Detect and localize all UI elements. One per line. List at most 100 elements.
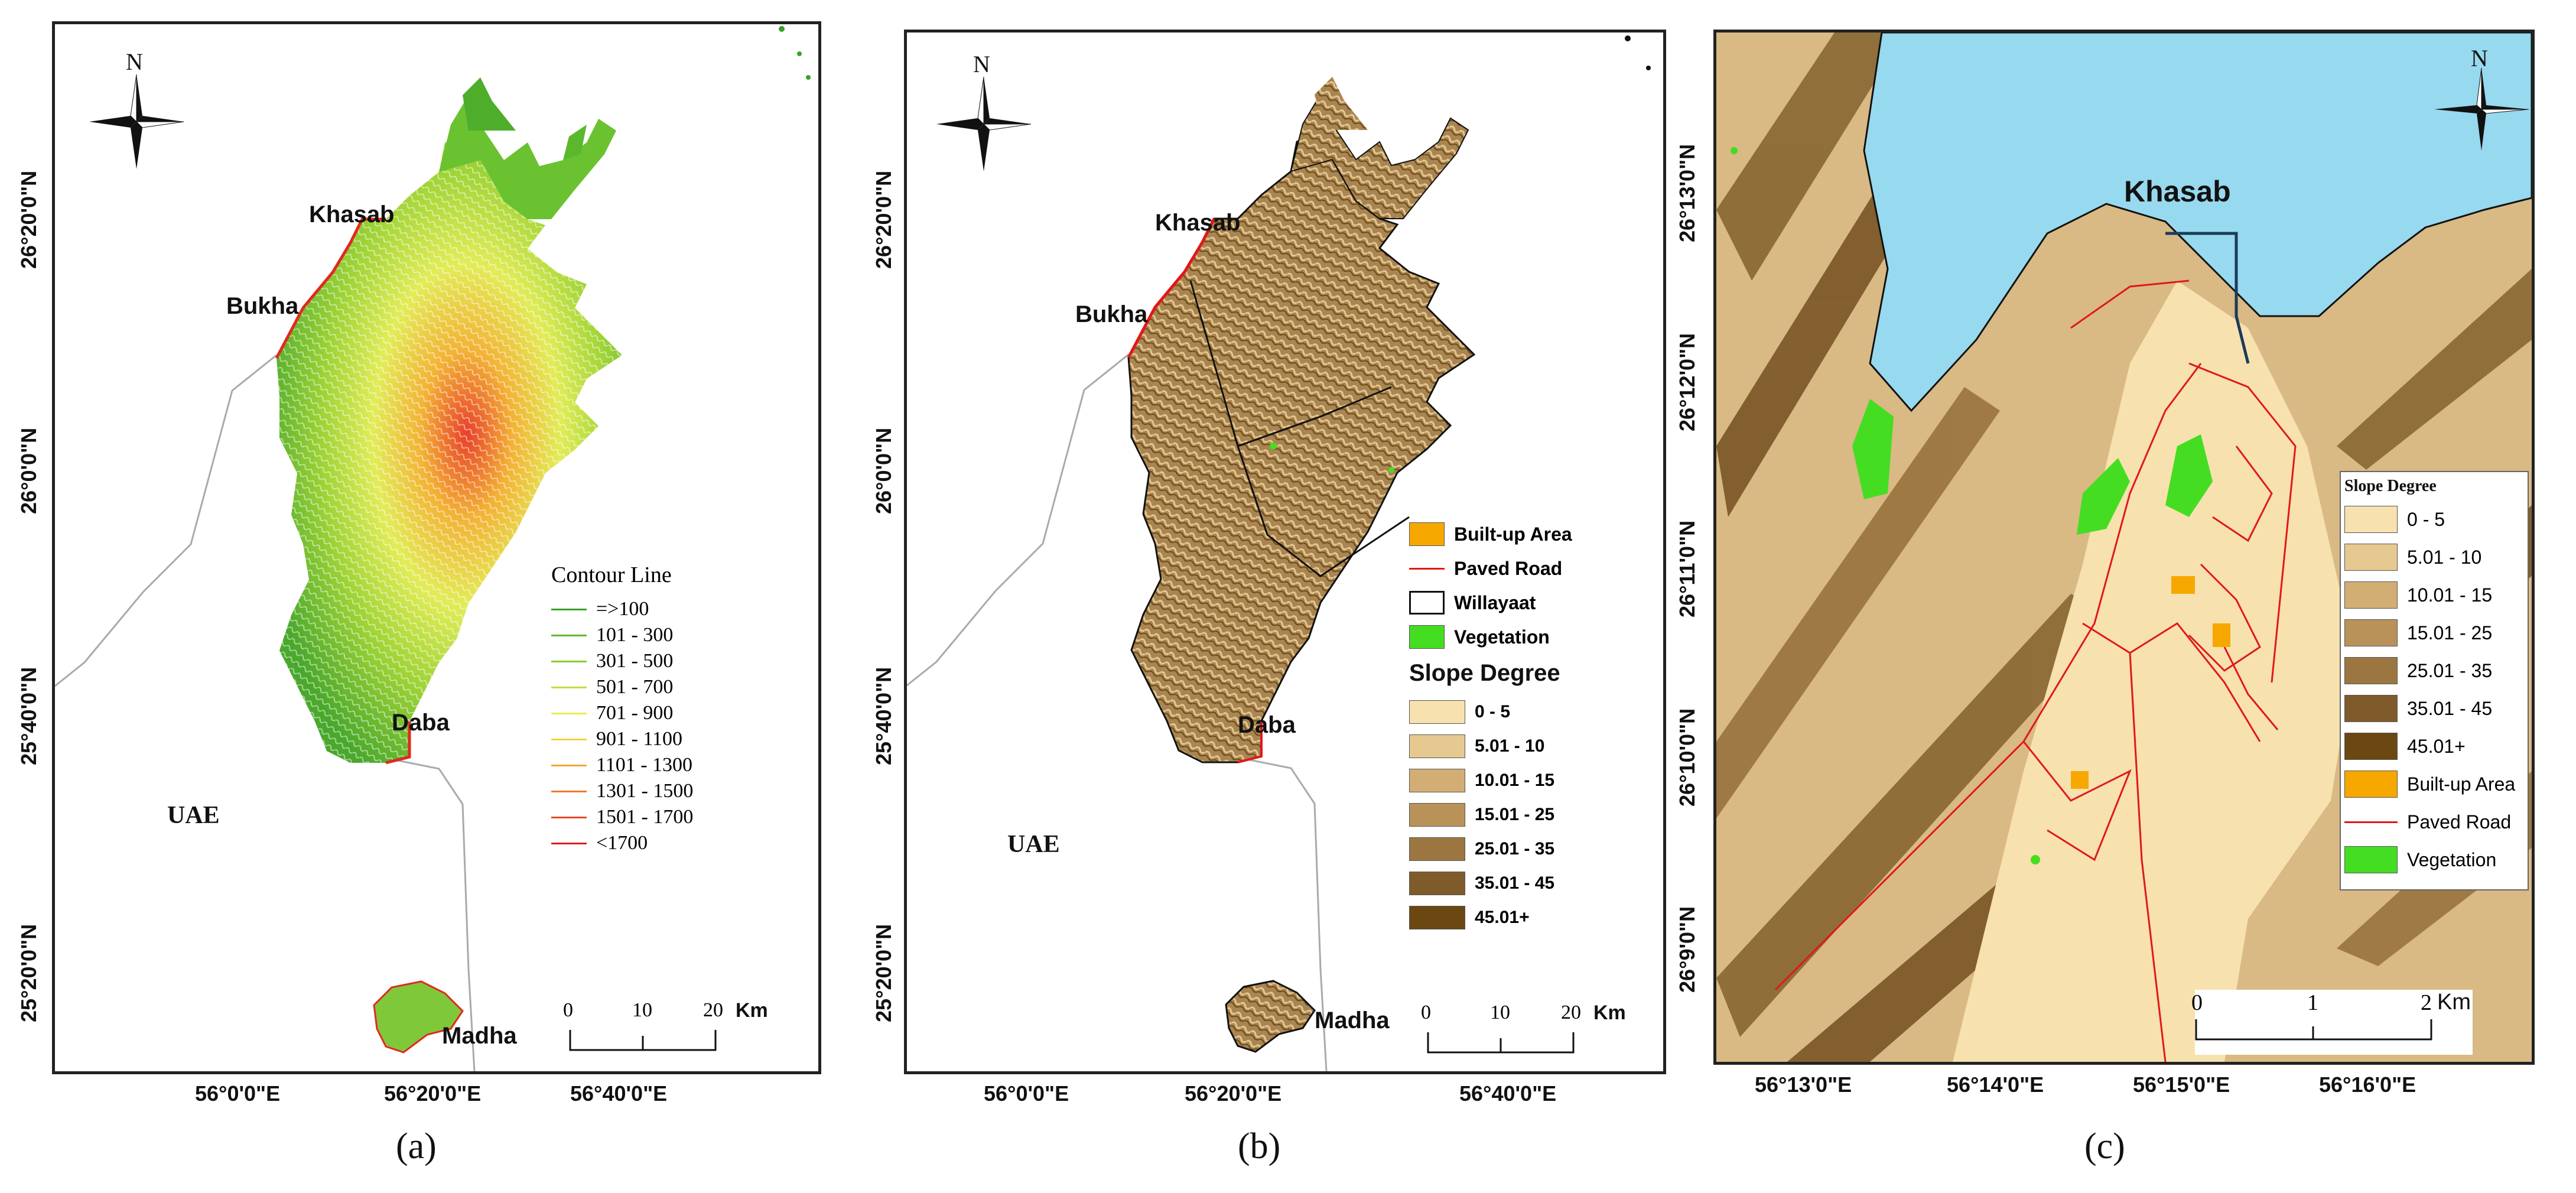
legend-label: Vegetation bbox=[2407, 849, 2497, 870]
peninsula-b bbox=[1127, 77, 1476, 763]
lat-label: 26°20'0"N bbox=[17, 170, 41, 269]
legend-label: 0 - 5 bbox=[2407, 508, 2445, 530]
slope-legend-c: Slope Degree 0 - 5 5.01 - 10 10.01 - 15 15.… bbox=[2340, 471, 2529, 890]
legend-item: 0 - 5 bbox=[1409, 695, 1657, 729]
place-madha: Madha bbox=[442, 1023, 517, 1049]
scale-bar-b: 0 10 20 Km bbox=[1421, 1002, 1651, 1067]
legend-label: 1301 - 1500 bbox=[596, 780, 694, 802]
line-swatch bbox=[551, 738, 587, 740]
lat-label: 25°20'0"N bbox=[871, 924, 896, 1022]
lon-label: 56°16'0"E bbox=[2319, 1072, 2416, 1097]
scale-unit: Km bbox=[1593, 1002, 1626, 1024]
lon-label: 56°15'0"E bbox=[2133, 1072, 2230, 1097]
north-label: N bbox=[126, 48, 143, 75]
legend-item: 35.01 - 45 bbox=[2344, 690, 2524, 727]
border-line bbox=[907, 353, 1129, 687]
lat-label: 26°11'0"N bbox=[1675, 520, 1699, 617]
legend-label: 901 - 1100 bbox=[596, 728, 683, 750]
lat-label: 26°20'0"N bbox=[871, 170, 896, 269]
legend-label: 701 - 900 bbox=[596, 702, 674, 724]
scale-unit: Km bbox=[736, 999, 768, 1022]
lon-label: 56°14'0"E bbox=[1947, 1072, 2044, 1097]
line-swatch bbox=[2344, 821, 2398, 823]
place-daba: Daba bbox=[392, 710, 450, 736]
scale-tick-0: 0 bbox=[1421, 1002, 1431, 1023]
legend-item: 101 - 300 bbox=[551, 622, 799, 648]
slope-legend-title: Slope Degree bbox=[1409, 660, 1560, 686]
legend-item: 701 - 900 bbox=[551, 700, 799, 726]
legend-item: 25.01 - 35 bbox=[2344, 652, 2524, 690]
legend-label: Paved Road bbox=[1454, 557, 1563, 579]
legend-item: Built-up Area bbox=[2344, 765, 2524, 803]
scale-tick-1: 1 bbox=[2307, 990, 2318, 1015]
caption-a: (a) bbox=[396, 1126, 437, 1166]
color-swatch bbox=[1409, 700, 1465, 724]
map-panel-c: Khasab N Slope Degree 0 - 5 5.01 - 10 10.0… bbox=[1713, 30, 2535, 1065]
legend-item: Willayaat bbox=[1409, 586, 1657, 620]
legend-item: 10.01 - 15 bbox=[1409, 763, 1657, 798]
color-swatch bbox=[2344, 544, 2398, 571]
legend-label: 10.01 - 15 bbox=[2407, 584, 2493, 606]
scale-tick-0: 0 bbox=[2191, 990, 2203, 1015]
legend-item: Vegetation bbox=[1409, 620, 1657, 654]
scale-bar-a: 0 10 20 Km bbox=[563, 999, 793, 1064]
caption-b: (b) bbox=[1238, 1126, 1281, 1166]
outline-swatch bbox=[1409, 591, 1445, 615]
color-swatch bbox=[2344, 846, 2398, 873]
color-swatch bbox=[1409, 906, 1465, 929]
legend-item: 5.01 - 10 bbox=[2344, 538, 2524, 576]
north-label: N bbox=[973, 51, 990, 77]
legend-item: <1700 bbox=[551, 830, 799, 856]
legend-item: =>100 bbox=[551, 596, 799, 622]
legend-label: 5.01 - 10 bbox=[1475, 736, 1545, 756]
map-panel-a: N Khasab Bukha Daba Madha UAE Contour Li… bbox=[52, 21, 821, 1074]
line-swatch bbox=[551, 842, 587, 844]
legend-label: =>100 bbox=[596, 598, 649, 620]
scale-tick-2: 20 bbox=[1561, 1002, 1581, 1023]
legend-label: 301 - 500 bbox=[596, 650, 674, 672]
madha-enclave-a bbox=[373, 980, 464, 1054]
line-swatch bbox=[551, 790, 587, 792]
lat-label: 26°0'0"N bbox=[871, 427, 896, 514]
legend-label: 45.01+ bbox=[2407, 735, 2466, 757]
legend-item: 35.01 - 45 bbox=[1409, 866, 1657, 901]
scale-unit: Km bbox=[2437, 990, 2471, 1015]
border-line bbox=[55, 354, 277, 687]
scale-line bbox=[1427, 1032, 1575, 1054]
lat-label: 26°13'0"N bbox=[1675, 144, 1699, 242]
lon-label: 56°20'0"E bbox=[1185, 1081, 1282, 1106]
legend-label: 5.01 - 10 bbox=[2407, 546, 2482, 568]
legend-label: 101 - 300 bbox=[596, 624, 674, 646]
legend-item: 25.01 - 35 bbox=[1409, 832, 1657, 866]
place-khasab: Khasab bbox=[1155, 210, 1241, 236]
color-swatch bbox=[2344, 506, 2398, 533]
color-swatch bbox=[2344, 733, 2398, 760]
line-swatch bbox=[551, 686, 587, 688]
legend-label: 10.01 - 15 bbox=[1475, 771, 1555, 790]
compass-icon bbox=[936, 76, 1032, 171]
legend-label: 1101 - 1300 bbox=[596, 754, 693, 776]
place-uae: UAE bbox=[167, 802, 220, 829]
legend-item: 5.01 - 10 bbox=[1409, 729, 1657, 763]
legend-item: Paved Road bbox=[1409, 551, 1657, 586]
color-swatch bbox=[2344, 619, 2398, 646]
lat-label: 25°40'0"N bbox=[17, 667, 41, 765]
legend-item: 1301 - 1500 bbox=[551, 778, 799, 804]
line-swatch bbox=[551, 634, 587, 636]
legend-label: Built-up Area bbox=[1454, 523, 1572, 545]
legend-label: 501 - 700 bbox=[596, 676, 674, 698]
north-arrow-c: N bbox=[2428, 44, 2532, 168]
color-swatch bbox=[2344, 695, 2398, 722]
color-swatch bbox=[1409, 837, 1465, 861]
legend-label: Paved Road bbox=[2407, 811, 2512, 833]
color-swatch bbox=[1409, 872, 1465, 895]
lon-label: 56°40'0"E bbox=[570, 1081, 668, 1106]
legend-item: 45.01+ bbox=[1409, 901, 1657, 935]
border-line bbox=[379, 756, 476, 1071]
place-bukha: Bukha bbox=[1075, 301, 1148, 327]
lat-label: 25°20'0"N bbox=[17, 924, 41, 1022]
legend-item: Paved Road bbox=[2344, 803, 2524, 841]
legend-item: 1501 - 1700 bbox=[551, 804, 799, 830]
legend-item: 15.01 - 25 bbox=[1409, 798, 1657, 832]
place-madha: Madha bbox=[1315, 1007, 1390, 1033]
